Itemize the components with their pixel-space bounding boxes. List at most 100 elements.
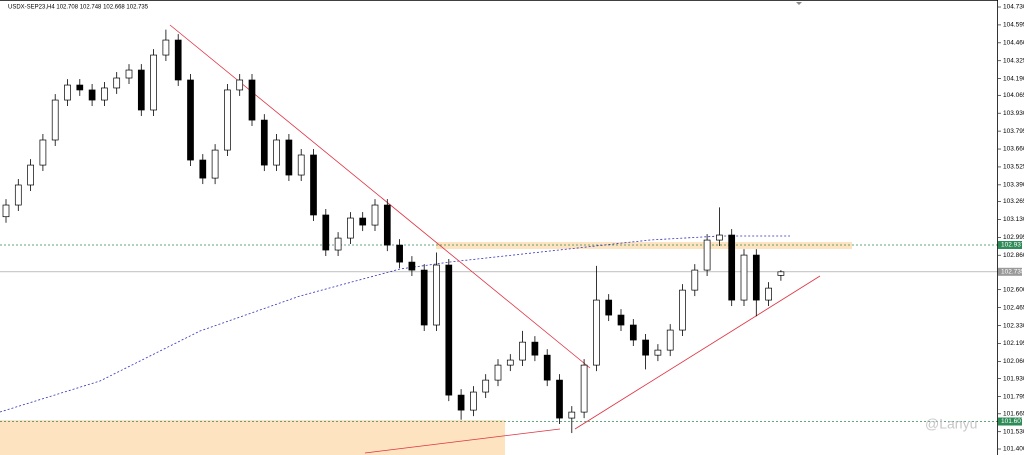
candle-body (285, 139, 293, 176)
y-tick-label: 104.730 (1003, 4, 1024, 11)
candle-body (728, 234, 736, 301)
y-tick-label: 101.530 (1003, 428, 1024, 435)
y-tick-label: 101.930 (1003, 375, 1024, 382)
y-tick-label: 102.860 (1003, 252, 1024, 259)
y-tick-label: 103.525 (1003, 164, 1024, 171)
candle-body (777, 271, 785, 276)
candle-body (187, 79, 194, 161)
candle-body (334, 237, 342, 251)
candle-body (666, 329, 674, 351)
candle-body (14, 184, 22, 206)
candle-body (716, 234, 723, 241)
shift-marker (796, 2, 802, 5)
y-tick-label: 104.065 (1003, 92, 1024, 99)
candle-body (310, 154, 317, 216)
candle-body (519, 341, 526, 361)
y-tick-label: 102.330 (1003, 322, 1024, 329)
candle-body (359, 217, 367, 226)
y-tick-label: 103.265 (1003, 198, 1024, 205)
moving-average (0, 235, 790, 413)
candle-body (605, 299, 613, 316)
y-tick-label: 102.465 (1003, 304, 1024, 311)
candle-body (457, 394, 465, 411)
price-level-box (998, 267, 1022, 276)
y-tick-label: 103.660 (1003, 146, 1024, 153)
candle-body (101, 87, 108, 101)
candle-body (39, 139, 47, 166)
candle-body (470, 391, 477, 411)
y-tick-label: 104.190 (1003, 75, 1024, 82)
candle-body (568, 411, 576, 419)
levels (0, 244, 998, 422)
candle-body (642, 339, 649, 356)
price-level-label: 102.937 (1001, 242, 1024, 249)
candle-body (506, 359, 514, 366)
price-level-box (998, 240, 1022, 249)
y-tick-label: 103.130 (1003, 216, 1024, 223)
candle-body (433, 264, 440, 326)
candle-body (482, 379, 490, 393)
y-tick-label: 102.195 (1003, 340, 1024, 347)
candle-body (629, 324, 637, 341)
candle-body (691, 269, 699, 291)
candle-body (396, 244, 403, 263)
y-tick-label: 103.930 (1003, 110, 1024, 117)
price-level-box (998, 417, 1022, 426)
candle-body (531, 341, 539, 356)
candle-body (347, 217, 354, 239)
candle-body (260, 119, 268, 166)
candle-body (617, 314, 625, 326)
watermark: @Lanyu (925, 416, 977, 432)
candle-body (150, 54, 157, 111)
candle-body (297, 154, 305, 176)
candle-body (765, 287, 772, 301)
candle-body (174, 39, 182, 81)
candle-body (556, 379, 563, 419)
candle-body (51, 99, 59, 141)
candle-body (88, 89, 96, 101)
price-level-label: 101.607 (1001, 418, 1024, 425)
y-tick-label: 102.995 (1003, 234, 1024, 241)
supply-zone (436, 242, 852, 249)
y-tick-label: 101.795 (1003, 393, 1024, 400)
y-tick-label: 103.795 (1003, 128, 1024, 135)
candle-body (703, 239, 711, 271)
trend-line (364, 428, 561, 454)
candle-body (76, 84, 84, 91)
y-tick-label: 102.060 (1003, 358, 1024, 365)
candle-body (420, 269, 428, 326)
y-tick-label: 103.390 (1003, 182, 1024, 189)
y-tick-label: 102.600 (1003, 286, 1024, 293)
chart-title: USDX-SEP23,H4 102.708 102.748 102.668 10… (8, 5, 149, 11)
candle-body (236, 79, 244, 91)
demand-zone (0, 420, 505, 455)
candle-body (580, 364, 588, 413)
candle-body (543, 354, 551, 381)
axis-labels: 104.730 104.595 104.460 104.325 104.190 104.0… (998, 4, 1024, 453)
candle-body (137, 69, 145, 111)
candle-body (125, 69, 133, 79)
candle-body (27, 164, 34, 186)
candle-body (371, 204, 379, 226)
candle-body (494, 364, 502, 381)
candle-body (322, 214, 330, 251)
candle-body (2, 204, 10, 218)
candles (2, 29, 785, 434)
y-tick-label: 101.400 (1003, 446, 1024, 453)
candle-body (408, 261, 416, 271)
y-tick-label: 104.460 (1003, 40, 1024, 47)
candle-body (752, 254, 760, 301)
y-tick-label: 104.325 (1003, 57, 1024, 64)
y-tick-label: 101.665 (1003, 411, 1024, 418)
candle-body (64, 84, 71, 101)
candle-body (383, 204, 391, 246)
candle-body (740, 254, 748, 301)
candle-body (224, 89, 231, 151)
trend-line (574, 275, 821, 430)
candle-body (113, 77, 121, 89)
y-tick-label: 104.595 (1003, 22, 1024, 29)
candle-body (211, 149, 219, 179)
candle-body (248, 79, 256, 121)
candle-body (445, 264, 453, 396)
